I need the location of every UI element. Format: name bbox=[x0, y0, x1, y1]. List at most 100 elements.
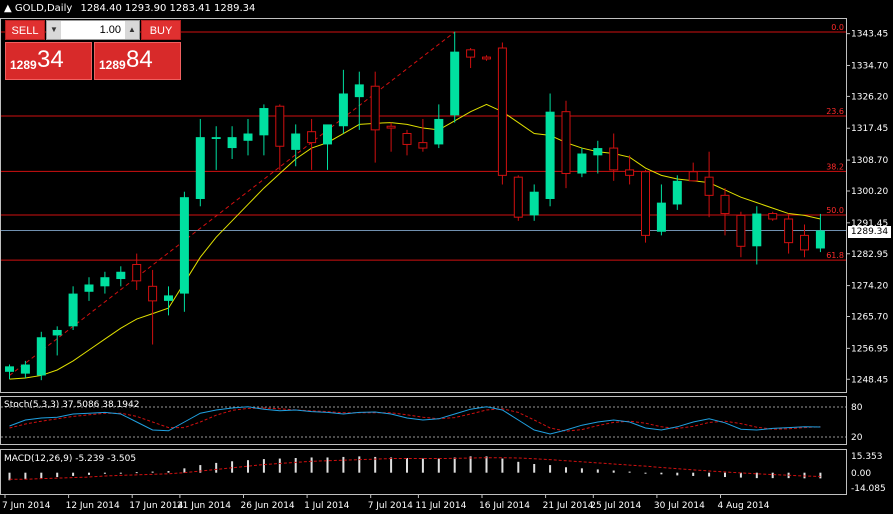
price-tick-label: 1248.45 bbox=[851, 375, 888, 385]
price-tick-label: 1317.45 bbox=[851, 124, 888, 134]
candle-body bbox=[752, 213, 762, 247]
sell-price-card[interactable]: 1289 34 bbox=[5, 42, 92, 80]
price-tick-label: 1291.45 bbox=[851, 219, 888, 229]
lot-increase-icon[interactable]: ▲ bbox=[125, 21, 139, 39]
candle-body bbox=[688, 171, 698, 182]
fibonacci-anchor-line bbox=[9, 31, 456, 376]
date-tick-label: 17 Jun 2014 bbox=[129, 501, 183, 511]
macd-tick-low: -14.085 bbox=[851, 484, 886, 494]
price-tick-label: 1274.20 bbox=[851, 282, 888, 292]
macd-histogram-bar bbox=[565, 467, 567, 473]
price-tick-label: 1282.95 bbox=[851, 250, 888, 260]
macd-histogram-bar bbox=[390, 457, 393, 473]
price-tick-label: 1265.70 bbox=[851, 313, 888, 323]
macd-histogram-bar bbox=[628, 471, 631, 473]
stoch-main-line bbox=[9, 406, 821, 435]
candle-body bbox=[736, 214, 746, 247]
moving-average-line bbox=[9, 103, 821, 380]
macd-histogram-bar bbox=[72, 472, 75, 476]
buy-button[interactable]: BUY bbox=[141, 20, 181, 40]
date-tick-label: 16 Jul 2014 bbox=[479, 501, 530, 511]
candle-body bbox=[179, 197, 189, 294]
macd-histogram-bar bbox=[739, 472, 742, 478]
candle-body bbox=[513, 176, 523, 218]
candle-body bbox=[784, 218, 794, 244]
one-click-trading-panel: SELL ▼ ▲ BUY 1289 34 1289 84 bbox=[5, 20, 181, 80]
candle-body bbox=[259, 108, 269, 136]
candle-body bbox=[211, 137, 221, 139]
fib-level-label: 38.2 bbox=[826, 162, 844, 171]
price-tick-label: 1343.45 bbox=[851, 30, 888, 40]
date-tick-label: 21 Jul 2014 bbox=[543, 501, 594, 511]
chart-symbol-title: GOLD,Daily bbox=[14, 3, 73, 14]
candle-body bbox=[593, 148, 603, 156]
macd-histogram-bar bbox=[517, 461, 520, 473]
fib-level-label: 0.0 bbox=[831, 23, 844, 32]
date-tick-label: 12 Jun 2014 bbox=[66, 501, 120, 511]
macd-histogram-bar bbox=[103, 472, 106, 474]
date-tick-label: 1 Jul 2014 bbox=[304, 501, 349, 511]
candle-body bbox=[132, 263, 142, 282]
candle-body bbox=[815, 230, 825, 249]
macd-histogram-bar bbox=[88, 472, 90, 475]
candle-body bbox=[720, 194, 730, 215]
macd-histogram bbox=[8, 456, 822, 481]
price-tick-label: 1334.70 bbox=[851, 61, 888, 71]
candle-body bbox=[84, 284, 94, 292]
candle-body bbox=[545, 111, 555, 199]
chart-ohlc-values: 1284.40 1293.90 1283.41 1289.34 bbox=[80, 3, 256, 14]
macd-histogram-bar bbox=[580, 468, 583, 473]
price-tick-label: 1300.20 bbox=[851, 187, 888, 197]
macd-histogram-bar bbox=[644, 472, 647, 474]
candle-body bbox=[323, 124, 332, 145]
collapse-arrow-icon[interactable]: ▲ bbox=[4, 3, 12, 14]
candle-body bbox=[434, 118, 444, 145]
macd-histogram-bar bbox=[485, 456, 488, 473]
macd-histogram-bar bbox=[549, 465, 552, 473]
macd-title: MACD(12,26,9) -5.239 -3.505 bbox=[4, 454, 136, 464]
candle-body bbox=[52, 329, 62, 336]
lot-size-stepper[interactable]: ▼ ▲ bbox=[46, 20, 140, 40]
macd-histogram-bar bbox=[596, 469, 599, 473]
macd-pane-frame bbox=[0, 449, 847, 495]
candle-body bbox=[148, 285, 158, 302]
macd-histogram-bar bbox=[374, 456, 377, 473]
macd-histogram-bar bbox=[231, 461, 234, 473]
date-tick-label: 25 Jul 2014 bbox=[590, 501, 641, 511]
macd-histogram-bar bbox=[24, 472, 27, 480]
macd-histogram-bar bbox=[8, 472, 11, 481]
candle-body bbox=[577, 153, 587, 174]
macd-histogram-bar bbox=[135, 472, 138, 474]
macd-histogram-bar bbox=[151, 471, 154, 473]
candle-body bbox=[529, 191, 539, 216]
macd-histogram-bar bbox=[676, 472, 679, 476]
candle-body bbox=[418, 142, 428, 149]
macd-histogram-bar bbox=[708, 472, 711, 477]
candle-body bbox=[561, 111, 571, 175]
candle-body bbox=[386, 125, 396, 129]
price-tick-label: 1308.70 bbox=[851, 156, 888, 166]
buy-price-card[interactable]: 1289 84 bbox=[94, 42, 181, 80]
macd-histogram-bar bbox=[326, 457, 329, 473]
candle-body bbox=[195, 137, 205, 199]
macd-histogram-bar bbox=[199, 465, 202, 473]
macd-histogram-bar bbox=[771, 472, 774, 479]
macd-histogram-bar bbox=[56, 472, 59, 478]
candle-body bbox=[36, 337, 46, 376]
macd-histogram-bar bbox=[819, 472, 822, 479]
candle-body bbox=[5, 366, 14, 372]
sell-button[interactable]: SELL bbox=[5, 20, 45, 40]
sell-price-prefix: 1289 bbox=[10, 58, 37, 72]
main-pane-frame bbox=[0, 18, 847, 393]
candle-body bbox=[68, 293, 78, 327]
lot-decrease-icon[interactable]: ▼ bbox=[47, 21, 61, 39]
price-tick-label: 1256.95 bbox=[851, 344, 888, 354]
macd-histogram-bar bbox=[278, 458, 281, 473]
candle-body bbox=[243, 133, 253, 141]
macd-histogram-bar bbox=[533, 463, 536, 473]
lot-size-input[interactable] bbox=[61, 22, 125, 38]
macd-histogram-bar bbox=[692, 472, 695, 476]
candlestick-series bbox=[5, 31, 825, 381]
fib-level-label: 50.0 bbox=[826, 206, 844, 215]
